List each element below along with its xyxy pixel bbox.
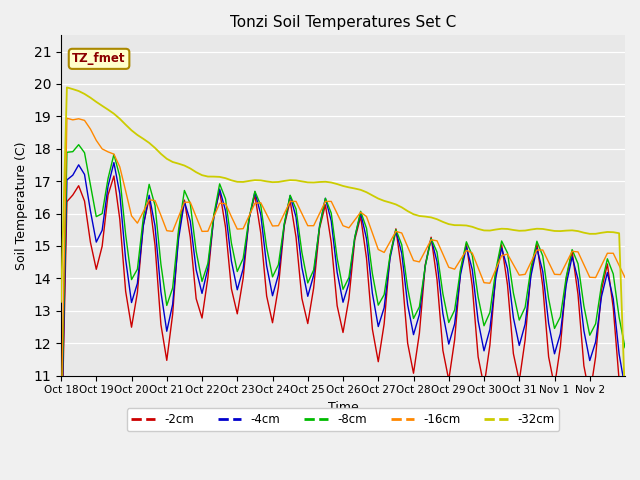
- Text: TZ_fmet: TZ_fmet: [72, 52, 126, 65]
- Y-axis label: Soil Temperature (C): Soil Temperature (C): [15, 141, 28, 270]
- Legend: -2cm, -4cm, -8cm, -16cm, -32cm: -2cm, -4cm, -8cm, -16cm, -32cm: [127, 408, 559, 431]
- X-axis label: Time: Time: [328, 401, 358, 414]
- Title: Tonzi Soil Temperatures Set C: Tonzi Soil Temperatures Set C: [230, 15, 456, 30]
